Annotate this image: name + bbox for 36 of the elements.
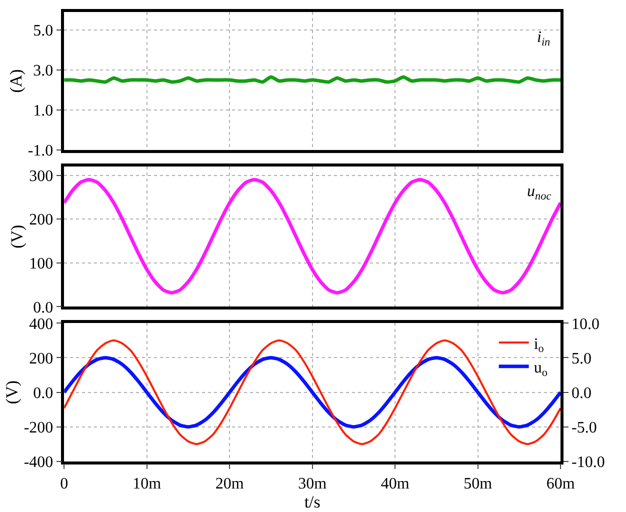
y2-tick-label: -5.0 <box>572 419 597 436</box>
y2-tick-label: -10.0 <box>572 454 605 471</box>
x-tick-label: 0 <box>60 475 68 492</box>
x-tick-label: 20m <box>215 475 244 492</box>
y-tick-label: 200 <box>29 350 54 368</box>
annotation: i$_{in}$ <box>537 29 551 48</box>
legend-label: u$_{o}$ <box>534 360 548 379</box>
y-tick-label: 400 <box>29 316 54 333</box>
y-tick-label: 0.0 <box>33 299 54 316</box>
line-series <box>64 356 561 429</box>
y-tick-label: 3.0 <box>33 62 54 80</box>
x-axis-title: t/s <box>304 492 320 512</box>
legend-label: i$_{o}$ <box>534 336 544 356</box>
y2-tick-label: 5.0 <box>572 350 592 368</box>
y-tick-label: 1.0 <box>33 102 54 120</box>
line-series <box>64 339 561 446</box>
y-tick-label: 0.0 <box>33 384 54 402</box>
x-tick-label: 40m <box>380 475 410 492</box>
x-tick-label: 50m <box>464 475 493 492</box>
y-tick-label: 100 <box>29 256 54 272</box>
y-axis-title: (A) <box>6 69 26 93</box>
x-tick-label: 60m <box>546 475 576 492</box>
y-tick-label: 300 <box>29 168 54 185</box>
y2-tick-label: 0.0 <box>572 384 592 402</box>
y-tick-label: -400 <box>24 454 54 471</box>
y-tick-label: 200 <box>29 212 54 229</box>
y-axis-title: (V) <box>8 224 27 248</box>
y2-tick-label: 10.0 <box>572 316 600 333</box>
x-tick-label: 30m <box>298 475 328 492</box>
y-tick-label: -200 <box>24 419 54 436</box>
annotation: u$_{noc}$ <box>527 183 552 202</box>
x-tick-label: 10m <box>132 475 162 492</box>
y-tick-label: 5.0 <box>33 22 54 40</box>
y-axis-title: (V) <box>2 380 22 404</box>
y-tick-label: -1.0 <box>28 142 54 160</box>
line-series <box>64 178 561 294</box>
